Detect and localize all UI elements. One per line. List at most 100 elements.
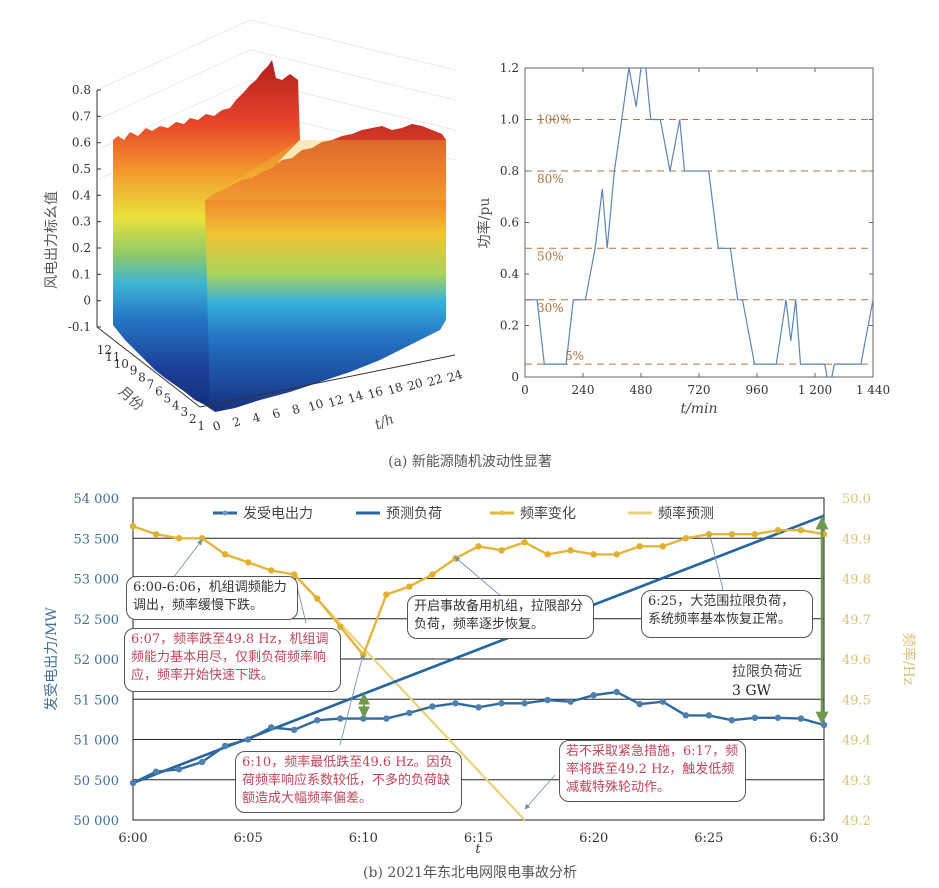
- frequency-point: [774, 527, 782, 534]
- power-point: [544, 696, 551, 704]
- left-tick-label: 51 000: [74, 734, 120, 749]
- hour-tick-label: 8: [290, 402, 302, 418]
- frequency-point: [636, 543, 643, 550]
- chart-a-ylabel: 功率/pu: [476, 198, 493, 249]
- frequency-point: [244, 559, 252, 566]
- hour-tick-label: 20: [406, 376, 425, 394]
- hour-tick-label: 0: [211, 418, 223, 434]
- reference-label: 80%: [537, 172, 564, 186]
- legend-label: 发受电出力: [243, 506, 313, 522]
- power-line-chart: 100%80%50%30%5% 0 240 480 720 960 1 200 1 4400…: [476, 61, 890, 417]
- month-tick-label: 5: [164, 391, 172, 405]
- x-tick-label: 0: [521, 383, 529, 397]
- x-tick-label: 6:30: [809, 831, 838, 846]
- month-tick-label: 10: [114, 357, 129, 371]
- frequency-point: [175, 535, 183, 542]
- month-tick-label: 7: [147, 378, 155, 392]
- power-point: [198, 758, 206, 766]
- reference-label: 100%: [537, 113, 571, 127]
- y-tick-label: 1.0: [500, 113, 519, 127]
- power-point: [152, 768, 160, 775]
- left-tick-label: 51 500: [74, 693, 120, 708]
- hour-tick-label: 12: [326, 392, 345, 410]
- power-point: [636, 700, 643, 708]
- power-point: [590, 692, 597, 699]
- month-tick-label: 11: [105, 350, 120, 364]
- caption-a: (a) 新能源随机波动性显著: [388, 454, 552, 470]
- hour-tick-label: 14: [346, 388, 365, 406]
- callout-text: 6:25，大范围拉限负荷，系统频率基本恢复正常。: [648, 594, 795, 627]
- frequency-point: [314, 595, 321, 602]
- gap-label-line2: 3 GW: [732, 683, 772, 699]
- left-tick-label: 53 500: [74, 532, 120, 547]
- x-tick-label: 480: [630, 383, 653, 397]
- power-point: [429, 703, 436, 710]
- hour-tick-label: 10: [307, 396, 326, 414]
- left-tick-label: 54 000: [74, 492, 120, 507]
- callout-text: 开启事故备用机组，拉限部分负荷，频率逐步恢复。: [414, 599, 584, 632]
- surface-top-band: [205, 140, 446, 200]
- frequency-point: [152, 531, 160, 538]
- y-tick-label: 0.6: [500, 216, 519, 230]
- power-point: [406, 709, 413, 717]
- right-tick-label: 49.8: [842, 573, 871, 588]
- reference-lines: 100% 80% 50% 30% 5%: [525, 113, 873, 365]
- x-tick-label: 1 200: [798, 383, 832, 397]
- power-point: [129, 779, 137, 787]
- chart-b-ticks: 50 000 50 500 51 000 51 500 52 000 52 500 53 0…: [74, 492, 871, 846]
- power-point: [498, 700, 505, 707]
- y-tick-label: 0.2: [500, 319, 519, 333]
- right-tick-label: 49.5: [842, 693, 871, 708]
- x-tick-label: 6:20: [579, 831, 608, 846]
- power-point: [244, 736, 252, 743]
- caption-b: (b) 2021年东北电网限电事故分析: [363, 865, 577, 881]
- power-point: [383, 715, 390, 722]
- chart-a-xlabel: t/min: [680, 401, 717, 417]
- x-tick-label: 6:00: [118, 831, 147, 846]
- frequency-point: [613, 551, 620, 558]
- power-point: [751, 714, 759, 721]
- right-tick-label: 49.4: [842, 734, 871, 749]
- x-tick-label: 960: [746, 383, 769, 397]
- chart-b-y2label: 频率/Hz: [900, 633, 917, 685]
- left-tick-label: 52 000: [74, 653, 120, 668]
- frequency-point: [221, 551, 229, 558]
- frequency-point: [751, 531, 759, 538]
- callout-text: 6:10，频率最低跌至49.6 Hz。因负荷频率响应系数较低，不多的负荷缺额造成…: [242, 755, 453, 806]
- hour-tick-label: 2: [231, 414, 243, 430]
- surface-right-face: [205, 124, 446, 412]
- z-tick-label: 0.8: [72, 83, 91, 97]
- frequency-points: [129, 522, 828, 659]
- month-tick-label: 1: [197, 419, 205, 433]
- right-tick-label: 49.3: [842, 774, 871, 789]
- chart-b-xlabel: t: [475, 842, 481, 857]
- y-tick-label: 1.2: [500, 61, 519, 75]
- reference-label: 5%: [565, 349, 584, 363]
- frequency-point: [590, 551, 597, 558]
- frequency-point: [705, 531, 713, 538]
- reference-label: 50%: [537, 249, 564, 263]
- callout-if-no-action: 若不采取紧急措施，6:17，频率将跌至49.2 Hz，触发低频减载特殊轮动作。: [559, 740, 746, 802]
- callout-lowest-frequency: 6:10，频率最低跌至49.6 Hz。因负荷频率响应系数较低，不多的负荷缺额造成…: [235, 751, 462, 813]
- frequency-point: [337, 623, 344, 630]
- frequency-point: [544, 551, 551, 558]
- legend-label: 频率预测: [658, 505, 714, 522]
- left-tick-label: 50 000: [74, 814, 120, 829]
- power-point: [797, 715, 805, 722]
- month-tick-label: 2: [189, 412, 197, 426]
- hour-tick-label: 16: [366, 384, 385, 402]
- hour-tick-label: 6: [270, 406, 282, 422]
- power-point: [728, 716, 736, 724]
- freq-prediction-line: [293, 573, 526, 821]
- frequency-point: [682, 535, 689, 542]
- y-tick-label: 0.4: [500, 267, 519, 281]
- power-point: [268, 724, 275, 731]
- left-tick-label: 53 000: [74, 573, 120, 588]
- surface-z-ticks: 0.8 0.7 0.6 0.5 0.4 0.3 0.2 0.1 0 -0.1: [68, 83, 101, 334]
- month-tick-label: 9: [130, 364, 138, 378]
- power-output-points: [129, 688, 828, 787]
- month-tick-label: 12: [97, 343, 112, 357]
- left-tick-label: 52 500: [74, 613, 120, 628]
- power-point: [475, 704, 482, 711]
